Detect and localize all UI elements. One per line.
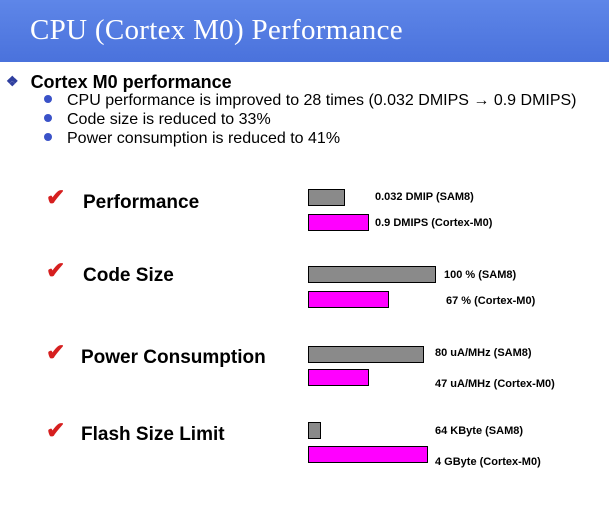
bar-label-sam8-performance: 0.032 DMIP (SAM8) (375, 191, 474, 203)
red-checkmark-icon: ✔ (46, 417, 66, 443)
bar-sam8-code-size (308, 266, 436, 283)
bar-sam8-flash (308, 422, 321, 439)
bar-label-cortex-performance: 0.9 DMIPS (Cortex-M0) (375, 217, 493, 229)
title-bar: CPU (Cortex M0) Performance (0, 0, 609, 62)
red-checkmark-icon: ✔ (46, 184, 66, 210)
bar-cortex-code-size (308, 291, 389, 308)
bar-sam8-power (308, 346, 424, 363)
bar-label-sam8-power: 80 uA/MHz (SAM8) (435, 347, 532, 359)
bar-label-sam8-code-size: 100 % (SAM8) (444, 269, 517, 281)
bullet-text: Code size is reduced to 33% (67, 111, 271, 128)
bar-label-cortex-code-size: 67 % (Cortex-M0) (446, 295, 536, 307)
bar-label-cortex-flash: 4 GByte (Cortex-M0) (435, 456, 541, 468)
dot-bullet-icon (44, 114, 52, 122)
title-divider (0, 62, 609, 64)
metric-label-code-size: Code Size (83, 265, 174, 286)
bullet-item: Code size is reduced to 33% (44, 111, 271, 129)
page-title: CPU (Cortex M0) Performance (30, 14, 403, 46)
bullet-text: Power consumption is reduced to 41% (67, 130, 341, 147)
bar-label-cortex-power: 47 uA/MHz (Cortex-M0) (435, 378, 555, 390)
metric-label-power-consumption: Power Consumption (81, 347, 266, 368)
red-checkmark-icon: ✔ (46, 339, 66, 365)
dot-bullet-icon (44, 95, 52, 103)
bullet-item: Power consumption is reduced to 41% (44, 130, 340, 148)
red-checkmark-icon: ✔ (46, 257, 66, 283)
dot-bullet-icon (44, 133, 52, 141)
bar-cortex-performance (308, 214, 369, 231)
bullet-item: CPU performance is improved to 28 times … (44, 92, 577, 110)
bar-cortex-flash (308, 446, 428, 463)
section-heading-text: Cortex M0 performance (30, 72, 232, 92)
bar-sam8-performance (308, 189, 345, 206)
bar-cortex-power (308, 369, 369, 386)
diamond-bullet-icon: ❖ (6, 73, 19, 89)
metric-label-performance: Performance (83, 192, 200, 213)
bar-label-sam8-flash: 64 KByte (SAM8) (435, 425, 524, 437)
metric-label-flash-size: Flash Size Limit (81, 424, 225, 445)
bullet-text: CPU performance is improved to 28 times … (67, 92, 577, 109)
section-heading: ❖ Cortex M0 performance (6, 72, 232, 93)
